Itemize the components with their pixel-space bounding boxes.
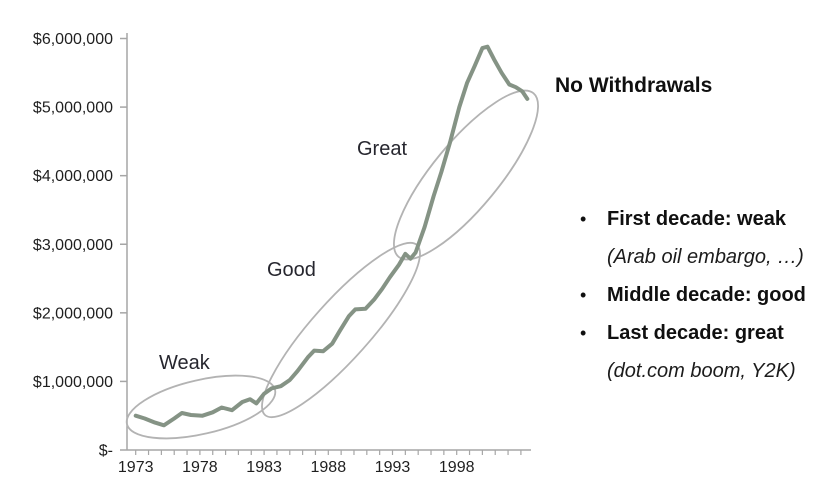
x-tick-label: 1998 (439, 459, 475, 476)
x-tick-label: 1988 (311, 459, 347, 476)
x-tick-label: 1978 (182, 459, 218, 476)
x-tick-label: 1983 (246, 459, 282, 476)
y-tick-label: $4,000,000 (33, 168, 113, 185)
summary-bullet-list: • First decade: weak (Arab oil embargo, … (580, 200, 828, 390)
y-tick-label: $2,000,000 (33, 305, 113, 322)
bullet-note-dotcom-boom: (dot.com boom, Y2K) (580, 352, 828, 390)
bullet-note-arab-oil-embargo: (Arab oil embargo, …) (580, 238, 828, 276)
bullet-text-first-decade: First decade: weak (607, 207, 786, 230)
series-line-no-withdrawals (133, 44, 530, 428)
x-tick-label: 1973 (118, 459, 154, 476)
decade-label-great: Great (357, 138, 408, 160)
bullet-note-text: (Arab oil embargo, …) (607, 245, 804, 268)
y-tick-label: $- (99, 443, 113, 460)
bullet-note-text: (dot.com boom, Y2K) (607, 359, 796, 382)
bullet-item-first-decade: • First decade: weak (580, 200, 828, 238)
y-tick-label: $5,000,000 (33, 100, 113, 117)
bullet-icon: • (580, 208, 587, 229)
y-tick-label: $3,000,000 (33, 237, 113, 254)
bullet-text-middle-decade: Middle decade: good (607, 283, 806, 306)
decade-label-weak: Weak (159, 352, 210, 374)
decade-label-good: Good (267, 259, 316, 281)
decade-ellipse-great (393, 89, 539, 261)
bullet-icon: • (580, 322, 587, 343)
y-tick-label: $6,000,000 (33, 31, 113, 48)
bullet-item-last-decade: • Last decade: great (580, 314, 828, 352)
series-label-no-withdrawals: No Withdrawals (555, 74, 713, 97)
y-tick-label: $1,000,000 (33, 374, 113, 391)
decade-ellipse-weak (125, 374, 277, 440)
bullet-icon: • (580, 284, 587, 305)
x-tick-label: 1993 (375, 459, 411, 476)
bullet-item-middle-decade: • Middle decade: good (580, 276, 828, 314)
bullet-text-last-decade: Last decade: great (607, 321, 784, 344)
